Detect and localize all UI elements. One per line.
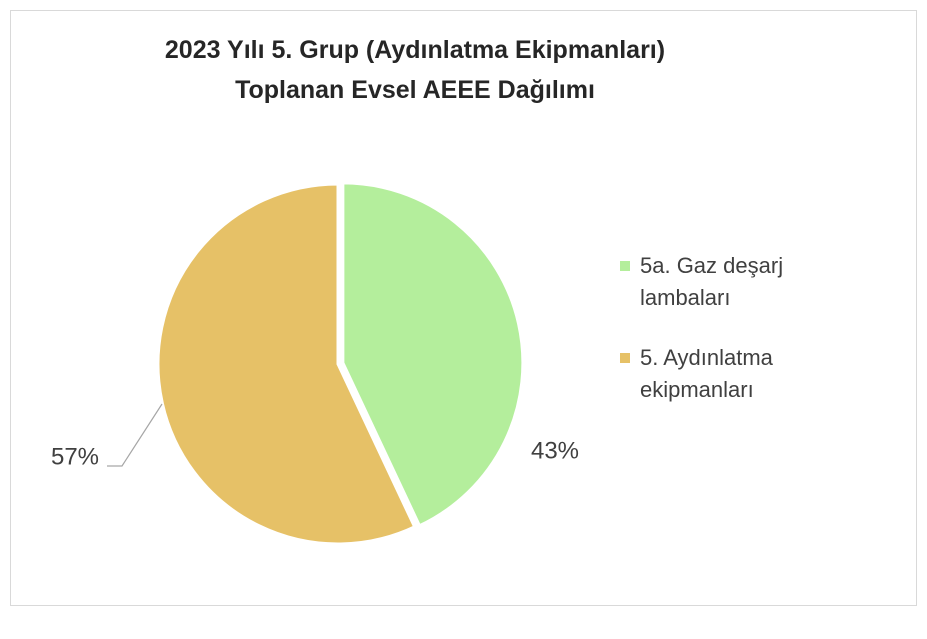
pie-slice (156, 182, 417, 546)
legend-label: 5a. Gaz deşarj lambaları (640, 253, 784, 310)
leader-line (107, 403, 163, 467)
legend-label: 5. Aydınlatma ekipmanları (640, 345, 773, 402)
chart-frame (10, 10, 917, 606)
chart-title: 2023 Yılı 5. Grup (Aydınlatma Ekipmanlar… (164, 36, 666, 104)
legend-swatch (620, 353, 630, 363)
pie-slice (341, 181, 525, 528)
legend-swatch (620, 261, 630, 271)
data-label: 57% (51, 443, 99, 470)
data-label: 43% (531, 437, 579, 464)
